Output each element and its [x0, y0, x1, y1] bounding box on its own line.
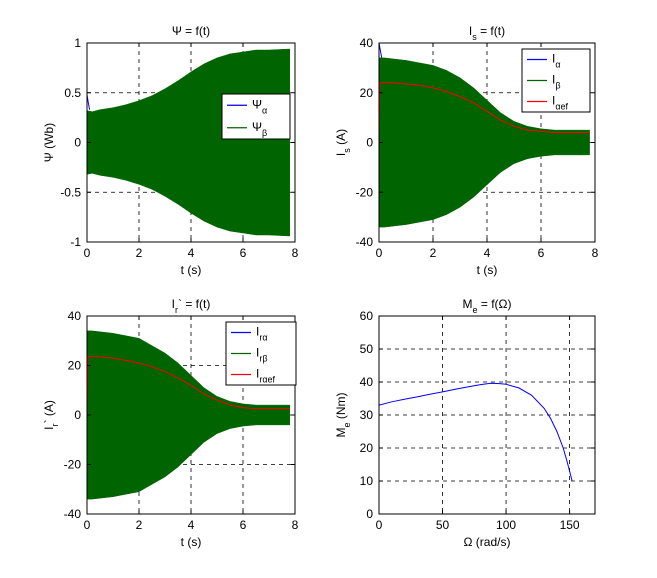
y-tick-label: -40 [356, 235, 374, 249]
legend-entry: Irαef [256, 367, 276, 385]
x-tick-label: 4 [484, 246, 491, 260]
y-tick-label: -20 [64, 458, 82, 472]
legend: Ψα Ψβ [221, 93, 291, 140]
chart-panel-2: 0 2 4 6 8 -40 -20 0 20 40 Is = f(t) t (s) Is (A) Iα Iβ… [334, 24, 599, 277]
x-tick-label: 50 [436, 518, 450, 532]
legend-entry: Iβ [552, 73, 561, 91]
chart-title: Ir` = f(t) [172, 297, 211, 315]
legend-entry: Ψα [252, 97, 267, 115]
series-2-2-band [379, 57, 590, 228]
y-tick-label: 0 [366, 507, 373, 521]
y-tick-label: 20 [68, 359, 82, 373]
y-tick-label: 50 [360, 342, 374, 356]
y-tick-label: 1 [74, 36, 81, 50]
x-tick-label: 4 [188, 246, 195, 260]
y-axis-label: Me (Nm) [334, 392, 352, 437]
legend-entry: Ψβ [252, 120, 267, 138]
y-tick-label: 30 [360, 408, 374, 422]
y-tick-label: 40 [360, 36, 374, 50]
y-tick-label: 10 [360, 474, 374, 488]
legend-entry: Iαef [552, 94, 569, 112]
x-tick-label: 0 [84, 518, 91, 532]
series-4-1-line [379, 316, 573, 482]
y-axis-label: Ir` (A) [42, 400, 60, 430]
x-tick-label: 8 [292, 246, 299, 260]
series-3-3-line [87, 356, 290, 416]
legend-entry: Irα [256, 325, 268, 343]
y-tick-label: 0.5 [64, 86, 81, 100]
x-axis-label: Ω (rad/s) [464, 535, 511, 549]
x-tick-label: 6 [538, 246, 545, 260]
x-tick-label: 6 [240, 518, 247, 532]
y-tick-label: -0.5 [60, 185, 81, 199]
chart-title: Is = f(t) [469, 24, 505, 42]
x-tick-label: 0 [376, 518, 383, 532]
y-axis-label: Is (A) [334, 129, 352, 156]
x-tick-label: 0 [84, 246, 91, 260]
x-tick-label: 4 [188, 518, 195, 532]
x-tick-label: 8 [292, 518, 299, 532]
y-tick-label: -1 [70, 235, 81, 249]
chart-panel-1: 0 2 4 6 8 -1 -0.5 0 0.5 1 Ψ = f(t) t (s) Ψ (Wb) Ψα Ψβ [42, 24, 299, 277]
x-tick-label: 100 [496, 518, 516, 532]
y-axis-label: Ψ (Wb) [42, 123, 56, 162]
legend-entry: Iα [552, 52, 561, 70]
legend: Irα Irβ Irαef [225, 321, 297, 386]
chart-panel-4: 0 50 100 150 0 10 20 30 40 50 60 Me = f(Ω) Ω (rad/s)… [334, 297, 596, 549]
chart-title: Me = f(Ω) [463, 297, 512, 315]
y-tick-label: 20 [360, 86, 374, 100]
x-tick-label: 2 [136, 518, 143, 532]
y-tick-label: 60 [360, 309, 374, 323]
y-tick-label: 0 [74, 136, 81, 150]
x-tick-label: 8 [592, 246, 599, 260]
y-tick-label: 40 [68, 309, 82, 323]
x-axis-label: t (s) [181, 535, 202, 549]
y-tick-label: -40 [64, 507, 82, 521]
y-tick-label: -20 [356, 185, 374, 199]
x-axis-label: t (s) [477, 263, 498, 277]
series-3-2-band [87, 330, 291, 500]
y-tick-label: 0 [74, 408, 81, 422]
y-tick-label: 20 [360, 441, 374, 455]
x-tick-label: 6 [240, 246, 247, 260]
x-tick-label: 150 [560, 518, 580, 532]
x-tick-label: 0 [376, 246, 383, 260]
y-tick-label: 40 [360, 375, 374, 389]
chart-panel-3: 0 2 4 6 8 -40 -20 0 20 40 Ir` = f(t) t (s) Ir` (A) Ir… [42, 297, 299, 549]
chart-title: Ψ = f(t) [172, 24, 210, 38]
x-tick-label: 2 [430, 246, 437, 260]
legend: Iα Iβ Iαef [521, 48, 591, 113]
x-tick-label: 2 [136, 246, 143, 260]
legend-entry: Irβ [256, 346, 268, 364]
x-axis-label: t (s) [181, 263, 202, 277]
series-2-3-line [379, 82, 590, 143]
y-tick-label: 0 [366, 136, 373, 150]
